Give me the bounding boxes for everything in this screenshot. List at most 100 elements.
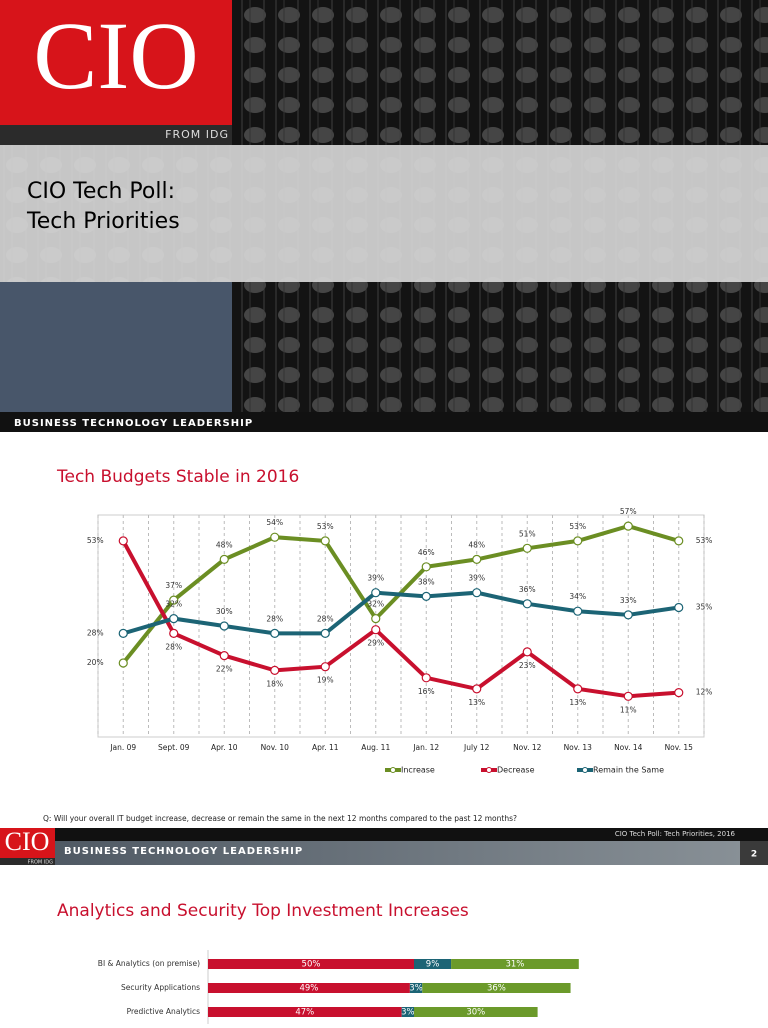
- point: [371, 588, 381, 598]
- value-label: 9%: [426, 960, 440, 970]
- value-label: 31%: [505, 960, 524, 970]
- point: [674, 687, 684, 698]
- y-tick-label: Security Applications: [121, 983, 200, 992]
- point: [371, 625, 381, 635]
- value-label: 53%: [317, 522, 334, 531]
- point: [169, 613, 179, 624]
- point: [270, 665, 280, 676]
- value-label: 35%: [696, 603, 713, 612]
- point: [371, 613, 381, 624]
- point: [522, 647, 532, 657]
- bar-segment: [409, 983, 423, 993]
- point: [421, 591, 431, 602]
- value-label: 13%: [569, 698, 586, 707]
- logo-box: [0, 828, 55, 858]
- value-label: 32%: [165, 600, 182, 609]
- point: [472, 588, 482, 598]
- question: Q: Will your overall IT budget increase,…: [43, 814, 517, 823]
- value-label: 53%: [696, 536, 713, 545]
- value-label: 34%: [569, 592, 586, 601]
- point: [472, 684, 482, 694]
- legend-label: Decrease: [497, 766, 535, 775]
- legend-label: Remain the Same: [593, 766, 664, 775]
- value-label: 13%: [468, 698, 485, 707]
- value-label: 57%: [620, 507, 637, 516]
- point: [573, 606, 583, 616]
- value-label: 30%: [466, 1008, 485, 1018]
- point: [219, 554, 229, 565]
- value-label: 39%: [468, 574, 485, 583]
- point: [169, 628, 179, 639]
- point: [320, 628, 330, 639]
- logo-sub: FROM IDG: [165, 128, 229, 141]
- point: [421, 562, 431, 572]
- tagline-band: [0, 412, 768, 432]
- point: [522, 543, 532, 553]
- x-tick-label: Nov. 10: [261, 743, 290, 752]
- value-label: 30%: [216, 607, 233, 616]
- value-label: 29%: [367, 639, 384, 648]
- x-tick-label: Apr. 11: [312, 743, 339, 752]
- point: [118, 628, 128, 639]
- value-label: 12%: [696, 688, 713, 697]
- bar-segment: [208, 1007, 402, 1017]
- x-tick-label: Nov. 12: [513, 743, 542, 752]
- value-label: 3%: [401, 1008, 415, 1018]
- point: [623, 691, 633, 701]
- value-label: 32%: [367, 600, 384, 609]
- value-label: 49%: [299, 984, 318, 994]
- legend-marker: [486, 767, 492, 773]
- series-line: [121, 539, 679, 699]
- x-tick-label: Nov. 15: [665, 743, 694, 752]
- value-label: 39%: [367, 574, 384, 583]
- point: [472, 554, 482, 565]
- x-tick-label: July 12: [463, 743, 490, 752]
- logo: CIO: [33, 2, 198, 109]
- value-label: 28%: [165, 642, 182, 651]
- point: [573, 684, 583, 694]
- logo-sub: FROM IDG: [28, 860, 54, 866]
- point: [573, 536, 583, 546]
- page-box: [740, 841, 768, 865]
- page-number: 2: [751, 850, 757, 860]
- footer-band: [0, 828, 768, 841]
- value-label: 28%: [317, 614, 334, 623]
- value-label: 33%: [620, 596, 637, 605]
- header-band: [0, 841, 768, 865]
- value-label: 51%: [519, 529, 536, 538]
- point: [118, 536, 128, 546]
- value-label: 46%: [418, 548, 435, 557]
- logo-sub-band: [0, 125, 232, 145]
- footer: CIO Tech Poll: Tech Priorities, 2016: [615, 830, 736, 838]
- x-tick-label: Aug. 11: [361, 743, 390, 752]
- value-label: 28%: [266, 614, 283, 623]
- point: [674, 536, 684, 546]
- point: [219, 621, 229, 631]
- point: [270, 628, 280, 639]
- point: [623, 610, 633, 620]
- tagline: BUSINESS TECHNOLOGY LEADERSHIP: [64, 846, 303, 857]
- value-label: 37%: [165, 581, 182, 590]
- point: [219, 650, 229, 661]
- logo-box: [0, 0, 232, 125]
- cover-title: CIO Tech Poll:: [27, 179, 175, 204]
- point: [169, 595, 179, 605]
- value-label: 18%: [266, 679, 283, 688]
- value-label: 22%: [216, 665, 233, 674]
- value-label: 50%: [302, 960, 321, 970]
- y-tick-label: Predictive Analytics: [127, 1007, 201, 1016]
- value-label: 28%: [87, 628, 104, 637]
- value-label: 53%: [87, 536, 104, 545]
- value-label: 48%: [468, 540, 485, 549]
- point: [320, 662, 330, 672]
- bar-segment: [401, 1007, 414, 1017]
- chart-title: Tech Budgets Stable in 2016: [56, 467, 299, 487]
- point: [623, 521, 633, 531]
- title-band: [0, 145, 768, 282]
- value-label: 16%: [418, 687, 435, 696]
- point: [674, 602, 684, 613]
- bar-segment: [451, 959, 579, 969]
- value-label: 36%: [487, 984, 506, 994]
- y-tick-label: BI & Analytics (on premise): [98, 959, 200, 968]
